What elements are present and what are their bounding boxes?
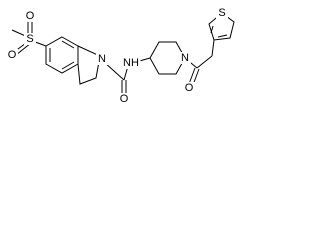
label-background — [183, 82, 195, 94]
label-background — [179, 52, 191, 64]
atom-label: O — [185, 82, 194, 94]
bond — [210, 25, 214, 34]
label-background — [24, 10, 36, 22]
label-background — [121, 57, 141, 69]
ring — [45, 36, 79, 74]
bond — [196, 55, 213, 69]
atom-label: S — [26, 33, 33, 45]
label-background — [96, 53, 108, 65]
ring — [77, 45, 101, 85]
bond — [211, 39, 215, 57]
atom-label: N — [98, 53, 106, 65]
bond — [217, 34, 228, 38]
bond — [61, 40, 75, 49]
atom-label: NH — [123, 57, 139, 69]
bonds — [11, 12, 235, 94]
label-background — [24, 33, 36, 45]
label-background — [6, 49, 18, 61]
atom-label: O — [120, 93, 129, 105]
bond — [61, 61, 75, 70]
bond — [188, 67, 196, 85]
label-background — [216, 7, 228, 19]
atom-label: O — [8, 49, 17, 61]
atom-label: N — [181, 52, 189, 64]
label-background — [118, 93, 130, 105]
atom-label: O — [26, 10, 35, 22]
atom-label: S — [218, 7, 225, 19]
